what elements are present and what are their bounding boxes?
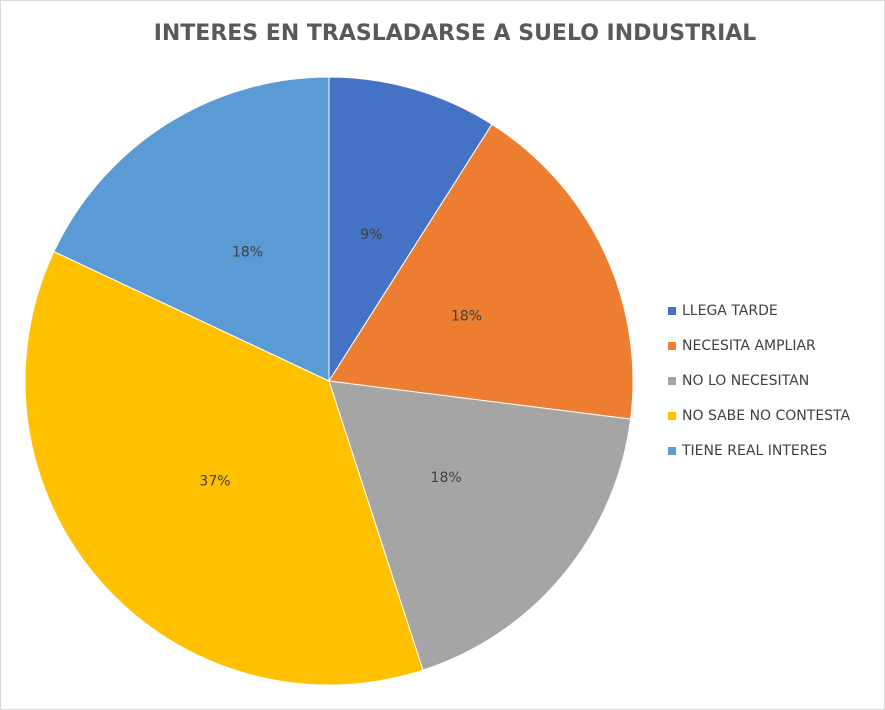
pie-slice — [328, 123, 634, 420]
chart-title: INTERES EN TRASLADARSE A SUELO INDUSTRIA… — [154, 21, 757, 46]
legend-label: LLEGA TARDE — [682, 303, 778, 319]
legend-swatch — [668, 377, 676, 385]
legend-label: NO LO NECESITAN — [682, 373, 809, 389]
legend-label: NECESITA AMPLIAR — [682, 338, 816, 354]
data-label: 37% — [199, 474, 230, 490]
pie-slice — [328, 76, 493, 383]
pie-slice — [53, 76, 330, 382]
legend-swatch — [668, 342, 676, 350]
legend-label: NO SABE NO CONTESTA — [682, 408, 851, 424]
data-label: 18% — [451, 308, 482, 324]
legend-swatch — [668, 307, 676, 315]
pie-slice — [328, 380, 632, 671]
data-label: 18% — [431, 470, 462, 486]
legend-swatch — [668, 447, 676, 455]
data-label: 18% — [232, 245, 263, 261]
legend-swatch — [668, 412, 676, 420]
legend-label: TIENE REAL INTERES — [681, 443, 827, 459]
pie-slice — [24, 250, 424, 686]
data-label: 9% — [360, 227, 382, 243]
